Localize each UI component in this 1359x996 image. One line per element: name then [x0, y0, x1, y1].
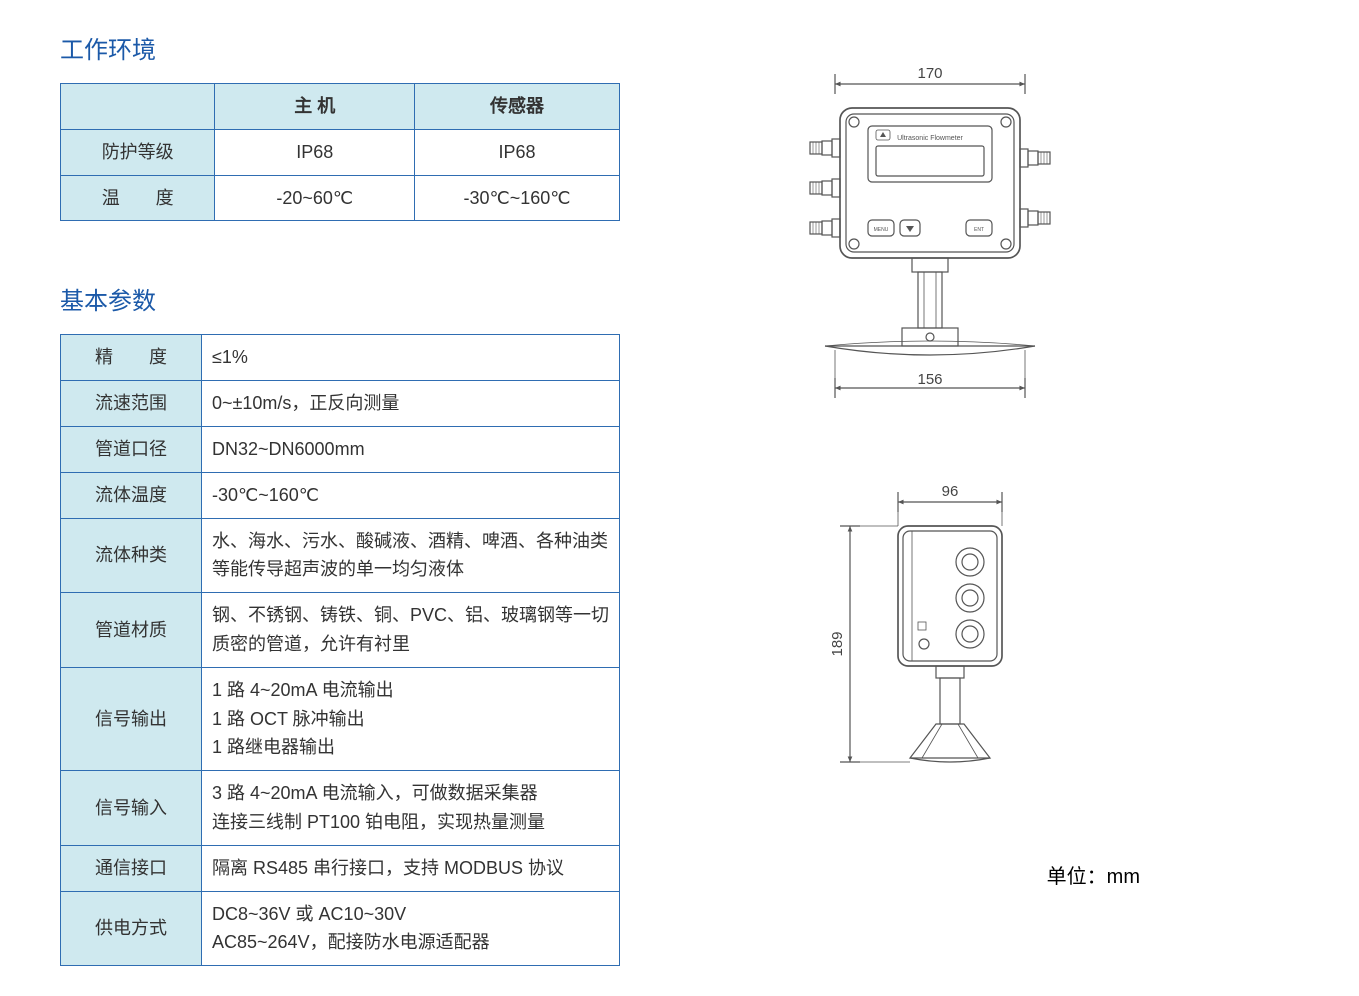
spec-value-cell: DN32~DN6000mm	[202, 426, 620, 472]
spec-value-cell: -30℃~160℃	[202, 472, 620, 518]
env-table: 主 机传感器 防护等级IP68IP68温 度-20~60℃-30℃~160℃	[60, 83, 620, 221]
spec-value-cell: ≤1%	[202, 335, 620, 381]
right-column: 170Ultrasonic FlowmeterMENUENT156 96189 …	[720, 30, 1140, 966]
spec-heading: 基本参数	[60, 281, 620, 316]
svg-text:Ultrasonic Flowmeter: Ultrasonic Flowmeter	[897, 135, 963, 142]
spec-label-cell: 信号输入	[61, 771, 202, 846]
spec-value-cell: 隔离 RS485 串行接口，支持 MODBUS 协议	[202, 845, 620, 891]
env-header-cell	[61, 84, 215, 130]
left-column: 工作环境 主 机传感器 防护等级IP68IP68温 度-20~60℃-30℃~1…	[60, 30, 620, 966]
env-heading: 工作环境	[60, 30, 620, 65]
front-view-drawing: 170 Ultrasonic Flowmeter MENU ENT 156	[720, 60, 1140, 440]
spec-label-cell: 供电方式	[61, 891, 202, 966]
env-cell: -30℃~160℃	[415, 175, 620, 221]
spec-value-cell: 0~±10m/s，正反向测量	[202, 381, 620, 427]
spec-label-cell: 管道材质	[61, 593, 202, 668]
spec-value-cell: 水、海水、污水、酸碱液、酒精、啤酒、各种油类等能传导超声波的单一均匀液体	[202, 518, 620, 593]
env-cell: IP68	[415, 129, 620, 175]
spec-label-cell: 流体温度	[61, 472, 202, 518]
spec-label-cell: 管道口径	[61, 426, 202, 472]
unit-label: 单位：mm	[720, 860, 1140, 889]
env-header-cell: 主 机	[215, 84, 415, 130]
svg-text:MENU: MENU	[874, 227, 889, 233]
spec-label-cell: 精 度	[61, 335, 202, 381]
env-cell: -20~60℃	[215, 175, 415, 221]
env-header-cell: 传感器	[415, 84, 620, 130]
env-cell: 防护等级	[61, 129, 215, 175]
spec-label-cell: 通信接口	[61, 845, 202, 891]
side-view-drawing: 96 189	[720, 480, 1140, 820]
svg-text:96: 96	[942, 483, 959, 500]
spec-table: 精 度≤1%流速范围0~±10m/s，正反向测量管道口径DN32~DN6000m…	[60, 334, 620, 966]
spec-label-cell: 流速范围	[61, 381, 202, 427]
svg-text:189: 189	[829, 631, 846, 656]
svg-text:156: 156	[917, 371, 942, 388]
spec-value-cell: DC8~36V 或 AC10~30V AC85~264V，配接防水电源适配器	[202, 891, 620, 966]
env-cell: IP68	[215, 129, 415, 175]
spec-label-cell: 流体种类	[61, 518, 202, 593]
spec-value-cell: 3 路 4~20mA 电流输入，可做数据采集器 连接三线制 PT100 铂电阻，…	[202, 771, 620, 846]
svg-text:170: 170	[917, 65, 942, 82]
svg-text:ENT: ENT	[974, 227, 984, 233]
spec-value-cell: 钢、不锈钢、铸铁、铜、PVC、铝、玻璃钢等一切质密的管道，允许有衬里	[202, 593, 620, 668]
env-cell: 温 度	[61, 175, 215, 221]
spec-value-cell: 1 路 4~20mA 电流输出 1 路 OCT 脉冲输出 1 路继电器输出	[202, 667, 620, 770]
spec-label-cell: 信号输出	[61, 667, 202, 770]
